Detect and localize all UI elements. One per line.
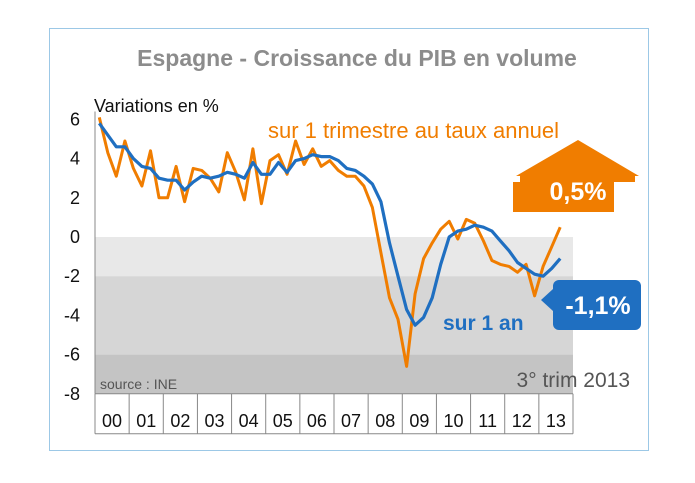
series-line-yearly <box>98 122 562 327</box>
y-tick-label: -8 <box>64 384 80 404</box>
x-tick-label: 11 <box>478 411 497 431</box>
negative-shading <box>95 237 573 394</box>
x-tick-label: 07 <box>341 411 361 431</box>
orange-callout-label: 0,5% <box>550 178 607 206</box>
y-tick-label: 0 <box>70 227 80 247</box>
x-tick-label: 01 <box>136 411 156 431</box>
x-tick-label: 08 <box>375 411 395 431</box>
x-tick-label: 03 <box>204 411 224 431</box>
x-tick-label: 10 <box>443 411 463 431</box>
period-label: 3° trim 2013 <box>517 369 630 392</box>
shading-band-2 <box>95 354 573 394</box>
blue-series-label: sur 1 an <box>443 312 524 335</box>
x-tick-label: 04 <box>239 411 259 431</box>
y-tick-label: -2 <box>64 266 80 286</box>
orange-series-label: sur 1 trimestre au taux annuel <box>268 118 559 143</box>
source-note: source : INE <box>100 376 177 392</box>
series-line-quarterly-annualized <box>97 117 562 368</box>
blue-callout-pointer <box>541 289 553 311</box>
orange-callout-arrow <box>513 140 639 212</box>
y-tick-label: -6 <box>64 345 80 365</box>
x-tick-label: 13 <box>546 411 566 431</box>
shading-band-0 <box>95 237 573 277</box>
x-tick-label: 09 <box>409 411 429 431</box>
series-lines <box>97 117 562 368</box>
shading-band-1 <box>95 276 573 355</box>
y-tick-labels: 6 4 2 0 -2 -4 -6 -8 <box>64 109 80 403</box>
x-tick-labels: 00 01 02 03 04 05 06 07 08 09 10 11 12 13 <box>102 393 574 434</box>
x-tick-label: 00 <box>102 411 122 431</box>
y-tick-label: 6 <box>70 109 80 129</box>
blue-callout-label: -1,1% <box>565 292 630 320</box>
chart-title: Espagne - Croissance du PIB en volume <box>137 45 577 71</box>
y-tick-label: 2 <box>70 188 80 208</box>
y-tick-label: -4 <box>64 305 80 325</box>
y-tick-label: 4 <box>70 149 80 169</box>
blue-callout-box <box>553 280 641 330</box>
x-tick-label: 05 <box>273 411 293 431</box>
x-tick-label: 02 <box>170 411 190 431</box>
y-axis-label: Variations en % <box>94 96 219 116</box>
x-tick-label: 06 <box>307 411 327 431</box>
x-tick-label: 12 <box>512 411 532 431</box>
